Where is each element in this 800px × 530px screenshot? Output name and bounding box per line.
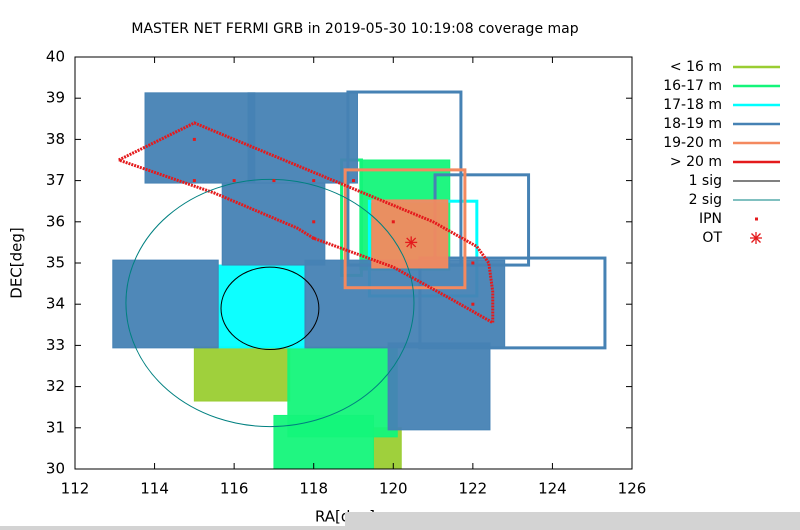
x-tick-label: 124 <box>538 480 567 498</box>
legend-label: OT <box>702 230 722 246</box>
legend-label: 17-18 m <box>663 97 722 113</box>
ipn-point <box>272 179 276 183</box>
y-tick-label: 36 <box>46 212 65 230</box>
coverage-field <box>247 92 358 184</box>
legend-label: 19-20 m <box>663 135 722 151</box>
x-tick-label: 118 <box>299 480 328 498</box>
x-tick-label: 120 <box>379 480 408 498</box>
y-tick-label: 40 <box>46 48 65 66</box>
ot-stroke <box>406 237 417 248</box>
x-tick-label: 116 <box>220 480 249 498</box>
ipn-point <box>312 179 316 183</box>
coverage-field <box>418 256 607 350</box>
coverage-field <box>221 182 326 266</box>
ipn-point <box>312 220 316 224</box>
overlay-bar <box>345 512 800 530</box>
y-axis-label: DEC[deg] <box>8 227 26 298</box>
legend-label: IPN <box>699 211 722 227</box>
error-ellipse <box>220 266 320 351</box>
ot-marker <box>405 236 418 249</box>
overlay-strip <box>0 526 345 530</box>
x-tick-label: 112 <box>61 480 90 498</box>
legend-label: 16-17 m <box>663 78 722 94</box>
ipn-point <box>232 179 236 183</box>
y-tick-label: 35 <box>46 254 65 272</box>
ipn-point <box>391 220 395 224</box>
track <box>118 121 495 326</box>
legend-label: < 16 m <box>670 59 722 75</box>
ipn-point <box>471 261 475 265</box>
y-tick-label: 34 <box>46 295 65 313</box>
y-tick-label: 33 <box>46 336 65 354</box>
coverage-field <box>273 414 374 469</box>
coverage-field <box>112 259 219 349</box>
chart-title: MASTER NET FERMI GRB in 2019-05-30 10:19… <box>131 21 578 37</box>
y-tick-label: 39 <box>46 89 65 107</box>
y-tick-label: 38 <box>46 130 65 148</box>
ipn-point <box>471 302 475 306</box>
legend-swatch <box>751 233 761 243</box>
x-tick-label: 122 <box>459 480 488 498</box>
error-ellipse <box>125 178 415 428</box>
y-tick-label: 30 <box>46 460 65 478</box>
coverage-field <box>387 342 491 431</box>
y-tick-label: 31 <box>46 418 65 436</box>
coverage-field <box>371 199 449 269</box>
ipn-point <box>312 236 316 240</box>
ipn-point <box>352 179 355 183</box>
legend-label: > 20 m <box>670 154 722 170</box>
legend-swatch <box>755 217 758 221</box>
ipn-point <box>192 137 196 141</box>
ipn-point <box>192 179 196 183</box>
y-tick-label: 32 <box>46 377 65 395</box>
plot-area <box>112 90 607 469</box>
x-tick-label: 126 <box>618 480 647 498</box>
x-tick-label: 114 <box>140 480 169 498</box>
legend-label: 2 sig <box>689 192 722 208</box>
legend-label: 1 sig <box>689 173 722 189</box>
legend-label: 18-19 m <box>663 116 722 132</box>
coverage-field <box>217 264 307 349</box>
coverage-field <box>193 346 291 402</box>
coverage-field <box>343 168 467 290</box>
y-tick-label: 37 <box>46 171 65 189</box>
